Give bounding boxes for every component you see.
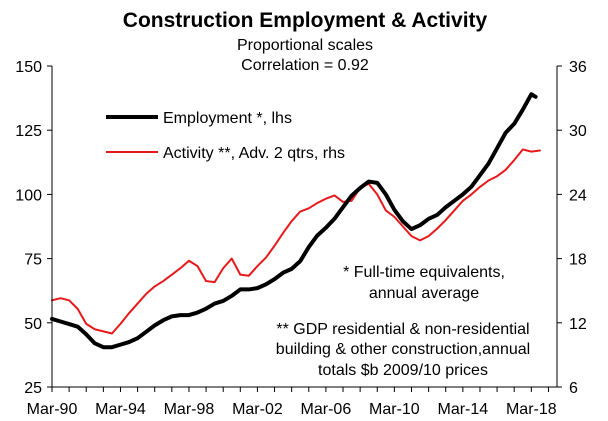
x-tick-label: Mar-14	[438, 401, 489, 418]
chart-title: Construction Employment & Activity	[123, 9, 488, 32]
x-tick-label: Mar-06	[301, 401, 352, 418]
legend: Employment *, lhs Activity **, Adv. 2 qt…	[106, 110, 345, 162]
left-tick-label: 100	[15, 187, 42, 204]
annotation-gdp: ** GDP residential & non-residential bui…	[276, 321, 530, 379]
x-tick-label: Mar-10	[369, 401, 420, 418]
right-tick-label: 24	[569, 187, 587, 204]
x-tick-label: Mar-98	[164, 401, 215, 418]
annotation-gdp-line3: totals $b 2009/10 prices	[318, 362, 488, 379]
left-axis-ticks: 25 50 75 100 125 150	[15, 59, 52, 397]
right-tick-label: 18	[569, 252, 587, 269]
x-tick-label: Mar-90	[27, 401, 78, 418]
x-tick-label: Mar-94	[95, 401, 146, 418]
x-tick-label: Mar-18	[506, 401, 557, 418]
annotation-gdp-line1: ** GDP residential & non-residential	[276, 321, 529, 338]
left-tick-label: 125	[15, 123, 42, 140]
series-line-employment	[50, 92, 538, 350]
series-layer	[50, 92, 541, 350]
right-axis-ticks: 6 12 18 24 30 36	[557, 59, 587, 397]
annotation-fte-line2: annual average	[369, 285, 479, 302]
left-tick-label: 25	[24, 380, 42, 397]
chart-subtitle-scales: Proportional scales	[237, 37, 373, 54]
x-axis-ticks: Mar-90 Mar-94 Mar-98 Mar-02 Mar-06 Mar-10 Mar-…	[27, 387, 557, 418]
chart-subtitle-correlation: Correlation = 0.92	[241, 57, 369, 74]
left-tick-label: 50	[24, 316, 42, 333]
annotation-fte-line1: * Full-time equivalents,	[343, 264, 505, 281]
left-tick-label: 75	[24, 252, 42, 269]
right-tick-label: 36	[569, 59, 587, 76]
legend-label-employment: Employment *, lhs	[163, 110, 292, 127]
legend-label-activity: Activity **, Adv. 2 qtrs, rhs	[163, 145, 345, 162]
right-tick-label: 12	[569, 316, 587, 333]
right-tick-label: 6	[569, 380, 578, 397]
annotation-fte: * Full-time equivalents, annual average	[343, 264, 505, 302]
right-tick-label: 30	[569, 123, 587, 140]
left-tick-label: 150	[15, 59, 42, 76]
x-tick-label: Mar-02	[232, 401, 283, 418]
annotation-gdp-line2: building & other construction,annual	[276, 341, 530, 358]
series-line-activity	[51, 148, 541, 335]
